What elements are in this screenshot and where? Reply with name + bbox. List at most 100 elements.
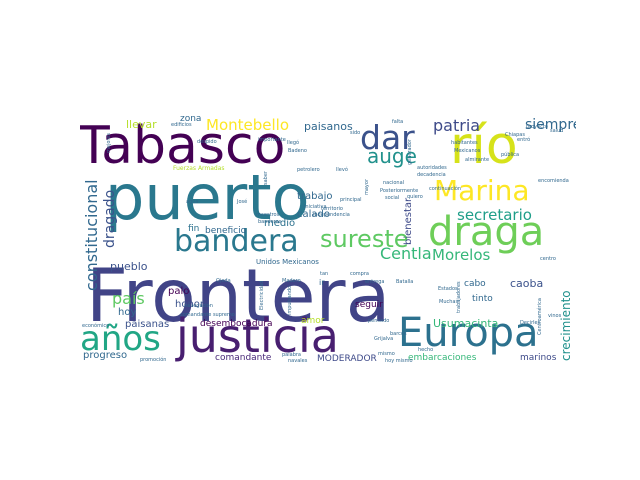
word: encomienda <box>538 178 569 184</box>
word: sureste <box>320 225 409 253</box>
word: importante <box>258 137 286 143</box>
word: puerto <box>105 161 310 234</box>
word: maestros <box>256 212 280 218</box>
word: pública <box>501 152 520 158</box>
word: Ojeda <box>216 278 231 284</box>
word: entrega <box>365 279 385 285</box>
word: dar <box>360 118 415 157</box>
word: autoridades <box>417 165 447 171</box>
word: calado <box>297 209 330 220</box>
word: seguir <box>355 300 383 310</box>
word: Europa <box>398 310 539 356</box>
word: Batalla <box>396 279 414 285</box>
word: constitucional <box>82 179 101 291</box>
word: medio <box>264 218 296 229</box>
word: Tabasco <box>80 116 286 176</box>
word: continuación <box>429 186 462 192</box>
word: pensado <box>368 318 390 324</box>
word: trabajo <box>297 191 333 202</box>
word: salud <box>550 128 564 134</box>
word: independencia <box>313 212 350 218</box>
word: justicia <box>176 309 339 363</box>
word: falta <box>392 119 404 125</box>
word: caoba <box>510 277 544 290</box>
word: Frontera <box>86 254 391 339</box>
word: Badeno <box>288 148 307 154</box>
word: Centla <box>380 244 432 263</box>
word: llevar <box>126 118 157 131</box>
word: navegación <box>184 303 213 309</box>
word: auge <box>367 144 417 168</box>
word: quiero <box>407 194 423 200</box>
word: mismo <box>378 351 395 357</box>
word: nacional <box>383 180 405 186</box>
word: Electricidad <box>259 280 265 310</box>
word: Decirles <box>520 320 541 326</box>
word: bienestar <box>403 197 414 245</box>
word: progreso <box>83 350 128 361</box>
word: económico <box>82 323 110 329</box>
word: amor <box>301 316 325 326</box>
word: Estados <box>438 286 458 292</box>
word: barcos <box>390 331 407 337</box>
word: Unidos Mexicanos <box>256 258 319 266</box>
word: centro <box>540 256 556 262</box>
word: pueblo <box>110 260 148 273</box>
word: paisanas <box>125 319 170 330</box>
word: José <box>237 199 248 205</box>
word: Mexicanos <box>454 148 481 154</box>
word: país <box>112 289 145 308</box>
word: MODERADOR <box>317 354 377 364</box>
word: habitantes <box>451 140 478 146</box>
word: patria <box>433 116 481 135</box>
word: hoy <box>118 307 137 318</box>
word: draga <box>428 209 545 255</box>
word: vinos <box>548 313 562 319</box>
word: social <box>385 195 400 201</box>
word: secretario <box>457 206 532 224</box>
word: marinos <box>520 353 557 363</box>
word: comandante supremo <box>180 312 235 318</box>
word: llevó <box>336 167 348 173</box>
word: sido <box>350 130 361 136</box>
word: siempre <box>525 117 576 133</box>
word: banderas <box>258 219 282 225</box>
word: desembocadura <box>200 319 273 329</box>
word: años <box>80 319 161 359</box>
word: hecho <box>418 347 434 353</box>
word: Centroamérica <box>537 298 543 335</box>
word: Madero <box>282 278 301 284</box>
word: paisanos <box>304 120 353 133</box>
word: territorio <box>321 206 343 212</box>
word: agua <box>186 199 199 205</box>
word: dragado <box>102 189 118 248</box>
word: beneficio <box>205 226 247 236</box>
word: despido <box>197 139 217 145</box>
word: fin <box>188 224 200 234</box>
word: compra <box>350 271 369 277</box>
word: comandante <box>215 353 272 363</box>
word: proyecto <box>526 124 548 130</box>
word: honor <box>175 299 205 310</box>
word: Chiapas <box>505 132 525 138</box>
word: llegó <box>287 140 300 146</box>
word: Marina <box>434 174 530 207</box>
word: Fuerzas Armadas <box>173 165 225 172</box>
word: almirante <box>465 157 490 163</box>
word: edificios <box>171 122 192 128</box>
word: promoción <box>140 357 167 363</box>
word: Usumacinta <box>433 317 499 330</box>
word: embarcaciones <box>408 353 477 363</box>
word: saber <box>263 171 269 185</box>
word: mayor <box>364 178 370 195</box>
word: crecimiento <box>559 290 573 361</box>
word: Montebello <box>206 116 289 134</box>
word: Grijalva <box>374 336 394 342</box>
word: bandera <box>174 224 299 259</box>
word: tan <box>320 271 329 277</box>
word: decadencia <box>417 172 446 178</box>
word: generador <box>407 139 413 165</box>
word: río <box>450 116 518 176</box>
word: navales <box>288 358 308 364</box>
word: impulsando <box>287 285 293 315</box>
